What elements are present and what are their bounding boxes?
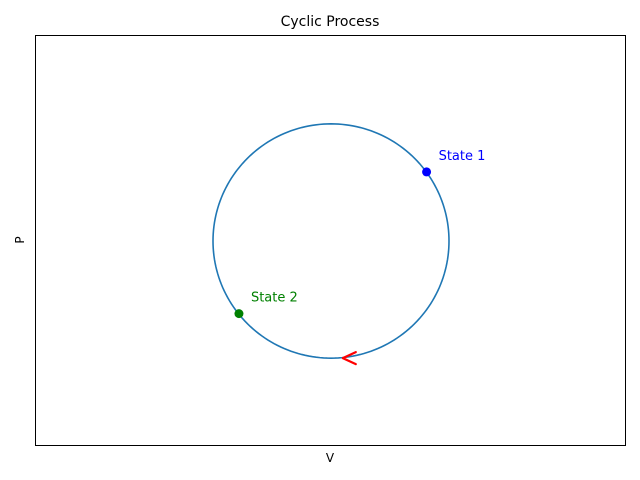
x-axis-label: V bbox=[326, 451, 335, 465]
direction-arrow bbox=[341, 351, 357, 366]
state-marker-2 bbox=[234, 309, 244, 319]
state-label-1: State 1 bbox=[439, 149, 486, 164]
chart-title: Cyclic Process bbox=[281, 14, 380, 30]
axes-frame bbox=[35, 35, 626, 446]
y-axis-label: P bbox=[13, 236, 27, 243]
plot-area: State 1 State 2 bbox=[212, 123, 486, 366]
state-marker-1 bbox=[422, 167, 432, 177]
cycle-curve-0 bbox=[212, 123, 450, 359]
state-label-2: State 2 bbox=[251, 291, 298, 306]
